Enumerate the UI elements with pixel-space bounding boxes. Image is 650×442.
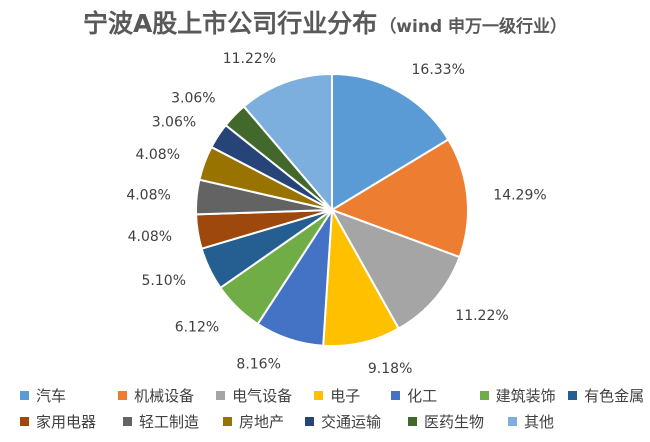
- legend-label: 化工: [407, 386, 438, 405]
- legend-swatch: [479, 390, 489, 400]
- slice-data-label: 3.06%: [171, 90, 215, 106]
- legend-label: 电气设备: [232, 386, 293, 405]
- legend-swatch: [216, 390, 226, 400]
- legend-swatch: [508, 416, 517, 426]
- legend-item: 家用电器: [20, 411, 123, 432]
- legend-item: 电气设备: [216, 385, 314, 406]
- legend-item: 医药生物: [408, 411, 508, 432]
- legend-label: 轻工制造: [139, 412, 200, 431]
- legend-item: 建筑装饰: [479, 385, 568, 406]
- pie-slice: [329, 208, 461, 330]
- chart-title-row: 宁波A股上市公司行业分布 （wind 申万一级行业）: [0, 4, 650, 38]
- slice-data-label: 5.10%: [142, 273, 186, 289]
- legend-swatch: [568, 390, 578, 400]
- legend-label: 其他: [524, 412, 555, 431]
- legend-label: 汽车: [36, 386, 67, 405]
- pie-slice: [322, 206, 401, 348]
- legend-swatch: [123, 416, 132, 426]
- legend-swatch: [305, 416, 314, 426]
- pie-slice: [329, 138, 469, 259]
- legend-item: 汽车: [20, 385, 118, 406]
- legend: 汽车 机械设备 电气设备 电子 化工 建筑装饰 有色金属 家用电器 轻工制造 房地产 交通运输 医药…: [20, 382, 645, 434]
- legend-item: 机械设备: [118, 385, 216, 406]
- legend-row: 汽车 机械设备 电气设备 电子 化工 建筑装饰 有色金属: [20, 382, 645, 408]
- legend-item: 化工: [391, 385, 479, 406]
- legend-label: 交通运输: [321, 412, 382, 431]
- slice-data-label: 16.33%: [412, 62, 465, 78]
- pie-chart: 16.33% 14.29% 11.22% 9.18% 8.16% 6.12% 5.10% 4.…: [126, 51, 546, 377]
- legend-item: 房地产: [223, 411, 305, 432]
- legend-label: 电子: [330, 386, 361, 405]
- legend-label: 家用电器: [36, 412, 97, 431]
- slice-data-label: 4.08%: [126, 187, 170, 203]
- slice-data-label: 8.16%: [236, 357, 280, 373]
- legend-row: 家用电器 轻工制造 房地产 交通运输 医药生物 其他: [20, 408, 645, 434]
- slice-data-label: 4.08%: [136, 147, 180, 163]
- legend-item: 轻工制造: [123, 411, 223, 432]
- legend-swatch: [223, 416, 232, 426]
- slice-data-label: 3.06%: [152, 115, 196, 131]
- legend-label: 医药生物: [424, 412, 485, 431]
- legend-swatch: [118, 390, 128, 400]
- pie-slice: [242, 72, 333, 213]
- chart-subtitle: （wind 申万一级行业）: [379, 17, 568, 37]
- legend-label: 建筑装饰: [495, 386, 556, 405]
- legend-item: 电子: [314, 385, 391, 406]
- legend-label: 机械设备: [134, 386, 195, 405]
- chart-title: 宁波A股上市公司行业分布: [82, 9, 378, 38]
- legend-item: 有色金属: [568, 385, 645, 406]
- legend-swatch: [391, 390, 401, 400]
- slice-data-label: 6.12%: [175, 319, 219, 335]
- slice-data-label: 11.22%: [223, 51, 276, 67]
- legend-swatch: [20, 390, 29, 400]
- slice-data-label: 4.08%: [128, 229, 172, 245]
- slice-data-label: 14.29%: [493, 188, 546, 204]
- slice-data-label: 9.18%: [368, 361, 412, 377]
- legend-item: 其他: [508, 411, 578, 432]
- legend-label: 房地产: [239, 412, 285, 431]
- legend-swatch: [20, 416, 29, 426]
- legend-swatch: [408, 416, 417, 426]
- legend-item: 交通运输: [305, 411, 408, 432]
- legend-label: 有色金属: [584, 386, 645, 405]
- legend-swatch: [314, 390, 324, 400]
- pie-slice: [331, 72, 450, 212]
- slice-data-label: 11.22%: [455, 308, 508, 324]
